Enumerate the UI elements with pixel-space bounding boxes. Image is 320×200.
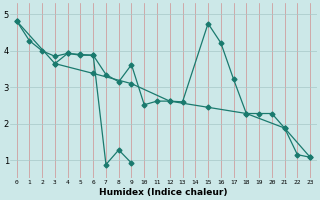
X-axis label: Humidex (Indice chaleur): Humidex (Indice chaleur) [99, 188, 228, 197]
